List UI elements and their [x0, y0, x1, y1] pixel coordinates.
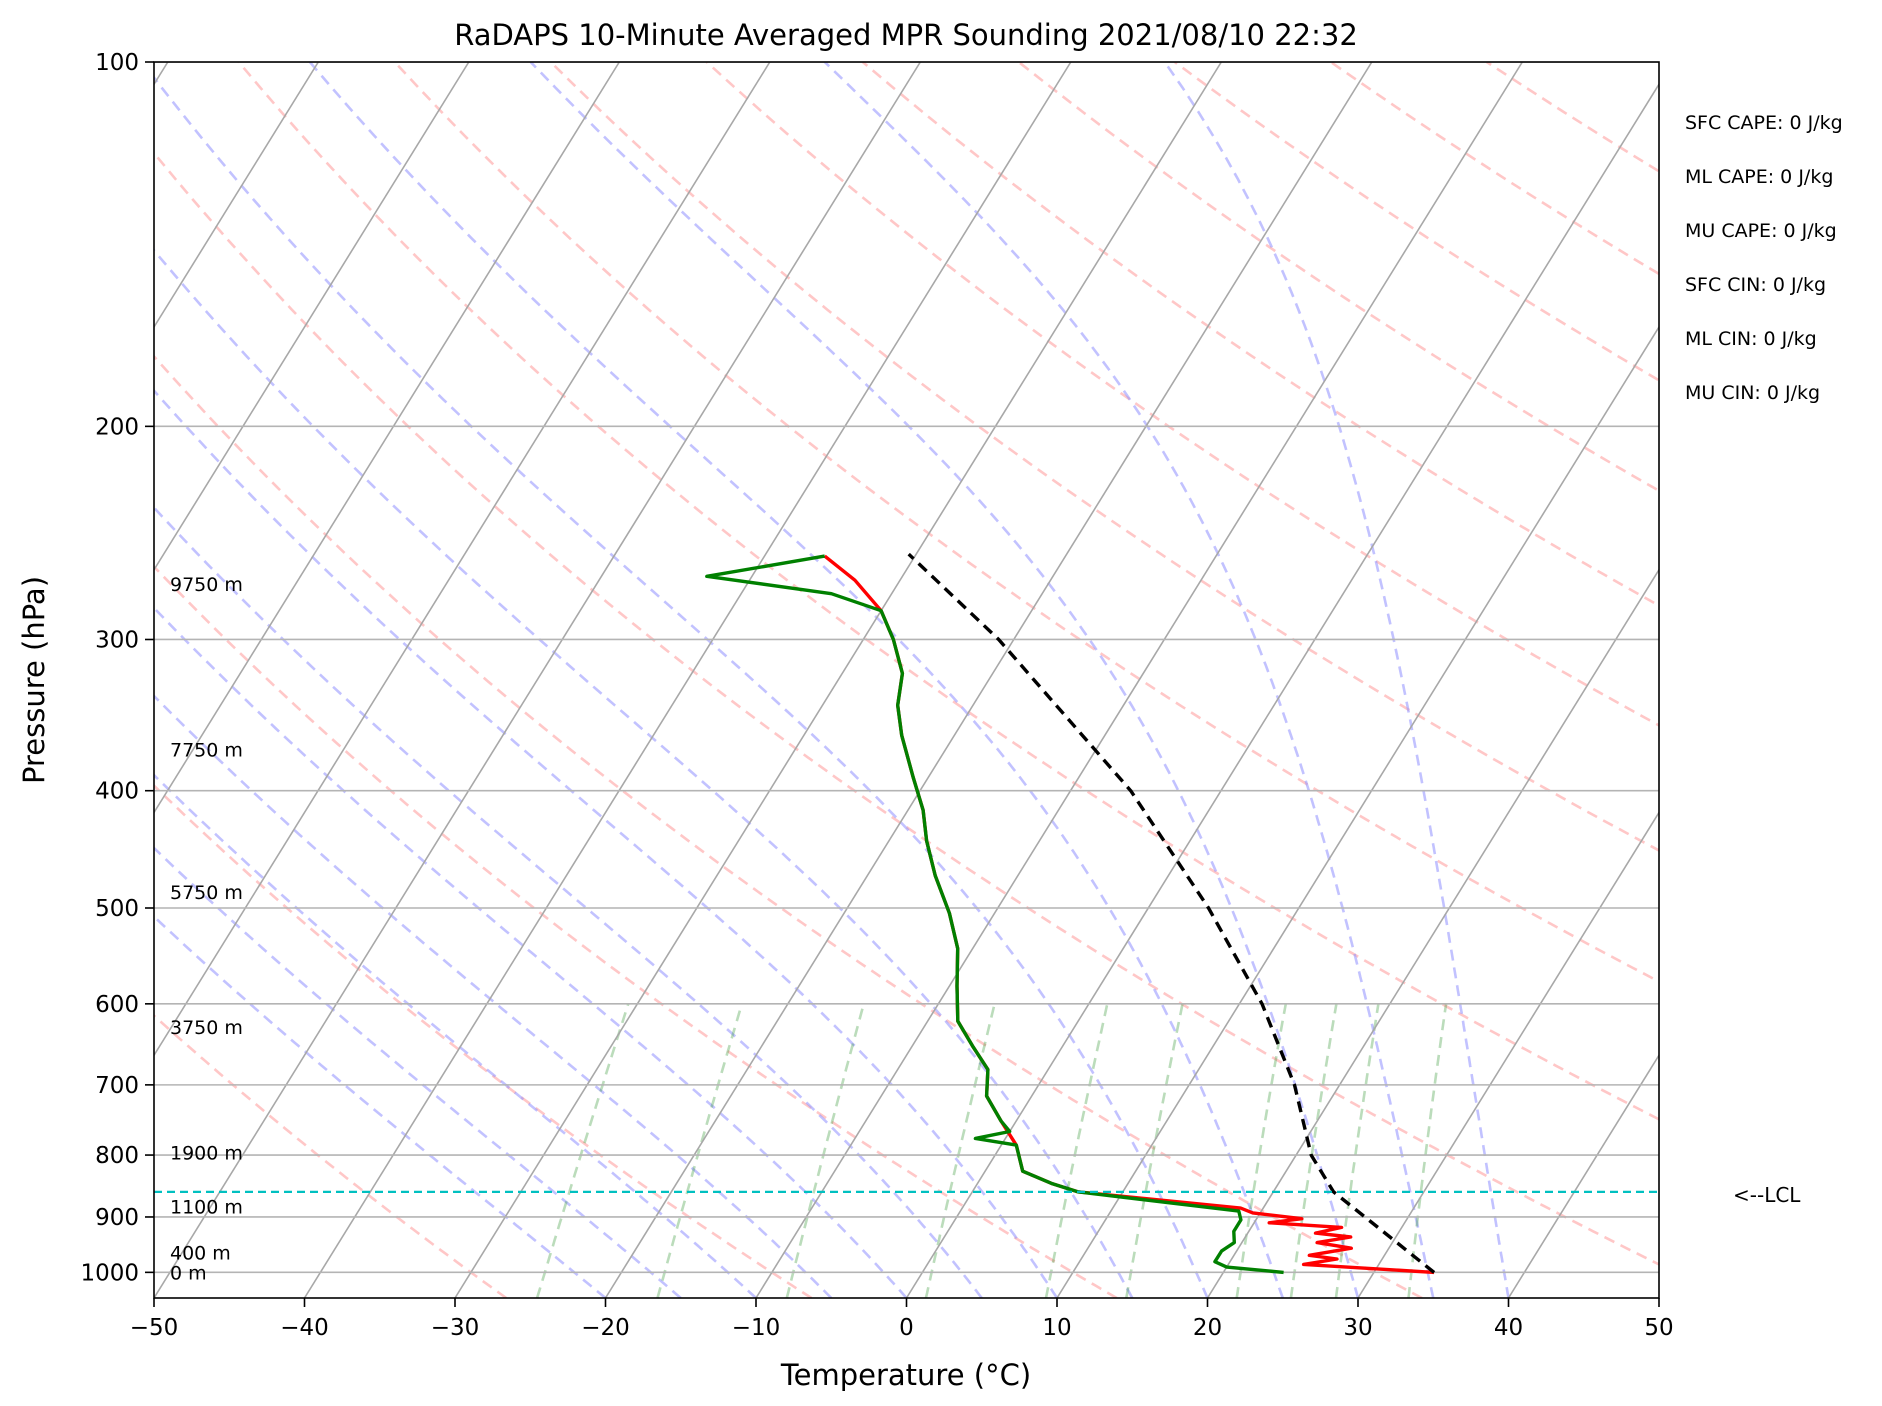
y-tick-label: 600	[95, 992, 139, 1018]
height-label: 0 m	[170, 1262, 207, 1284]
mixing-ratio-line	[1289, 1003, 1338, 1298]
isotherm	[154, 62, 921, 1298]
moist-adiabat	[154, 75, 1209, 1298]
axes-layer: −50 −40 −30 −20 −10 0 10 20 30 40 50 100 200 300 400 50…	[80, 50, 1673, 1341]
moist-adiabat	[154, 505, 983, 1298]
y-tick-label: 900	[95, 1205, 139, 1231]
moist-adiabat	[154, 914, 607, 1298]
dry-adiabat	[154, 354, 1423, 1298]
x-tick-label: −20	[581, 1315, 630, 1341]
moist-adiabat	[529, 62, 1360, 1298]
isotherm	[154, 62, 620, 815]
index-value: MU CIN: 0 J/kg	[1685, 382, 1820, 404]
moist-adiabat	[154, 388, 1059, 1298]
height-label: 5750 m	[170, 882, 243, 904]
x-tick-label: 0	[899, 1315, 914, 1341]
lcl-label: <--LCL	[1733, 1183, 1801, 1207]
x-tick-label: 40	[1494, 1315, 1523, 1341]
x-tick-label: −10	[732, 1315, 781, 1341]
y-tick-label: 700	[95, 1073, 139, 1099]
x-axis-label: Temperature (°C)	[780, 1358, 1031, 1392]
isotherm	[154, 62, 319, 329]
height-label: 1900 m	[170, 1142, 243, 1164]
isotherm	[604, 62, 1373, 1298]
isotherm	[303, 62, 1072, 1298]
index-value: MU CAPE: 0 J/kg	[1685, 220, 1837, 242]
parcel-profile-line	[907, 552, 1436, 1274]
y-tick-label: 500	[95, 896, 139, 922]
isotherm	[1357, 810, 1659, 1298]
mixing-ratio-line	[656, 1003, 744, 1298]
mixing-ratio-line	[924, 1003, 996, 1298]
mixing-ratio-line	[1235, 1003, 1288, 1298]
x-tick-label: 50	[1644, 1315, 1673, 1341]
mixing-ratio-line	[1044, 1003, 1109, 1298]
isotherm	[905, 82, 1659, 1298]
dry-adiabat	[237, 62, 1659, 1121]
x-tick-label: 20	[1193, 1315, 1222, 1341]
moist-adiabat	[823, 62, 1435, 1298]
height-label: 9750 m	[170, 574, 243, 596]
moist-adiabat	[154, 606, 908, 1298]
x-tick-label: 10	[1042, 1315, 1071, 1341]
chart-title: RaDAPS 10-Minute Averaged MPR Sounding 2…	[454, 18, 1358, 52]
mixing-ratio-line	[1334, 1003, 1380, 1298]
y-axis-label: Pressure (hPa)	[17, 576, 51, 784]
y-tick-label: 800	[95, 1143, 139, 1169]
y-tick-label: 200	[95, 414, 139, 440]
y-tick-label: 300	[95, 627, 139, 653]
height-label: 400 m	[170, 1243, 231, 1265]
index-value: ML CAPE: 0 J/kg	[1685, 166, 1833, 188]
x-tick-label: −50	[130, 1315, 179, 1341]
isotherm	[154, 62, 771, 1057]
dry-adiabat	[154, 1013, 508, 1298]
mixing-ratio-line	[535, 1003, 630, 1298]
series-layer	[154, 552, 1659, 1275]
mixing-ratio-line	[785, 1003, 866, 1298]
y-tick-label: 400	[95, 779, 139, 805]
y-tick-label: 1000	[80, 1260, 139, 1286]
x-tick-label: −30	[431, 1315, 480, 1341]
isotherm	[154, 62, 470, 572]
mixing-ratio-line	[1125, 1003, 1184, 1298]
index-value: SFC CIN: 0 J/kg	[1685, 274, 1826, 296]
isotherm	[454, 62, 1222, 1298]
index-value: SFC CAPE: 0 J/kg	[1685, 112, 1843, 134]
x-tick-label: 30	[1343, 1315, 1372, 1341]
index-value: ML CIN: 0 J/kg	[1685, 328, 1817, 350]
height-label: 3750 m	[170, 1017, 243, 1039]
y-tick-label: 100	[95, 50, 139, 76]
dewpoint-profile-line	[705, 554, 1284, 1275]
dry-adiabat	[154, 783, 813, 1298]
x-tick-label: −40	[280, 1315, 329, 1341]
isotherm	[1056, 325, 1659, 1298]
height-label: 1100 m	[170, 1196, 243, 1218]
moist-adiabat	[154, 248, 1134, 1298]
dry-adiabat	[154, 564, 1118, 1298]
mixing-ratio-line	[1407, 1003, 1448, 1298]
dry-adiabat	[154, 150, 1659, 1266]
isotherm	[1507, 1053, 1659, 1298]
moist-adiabat	[154, 846, 682, 1298]
height-label: 7750 m	[170, 740, 243, 762]
isotherm	[755, 62, 1523, 1298]
isotherm	[1206, 568, 1659, 1298]
annotation-layer: <--LCL 9750 m 7750 m 5750 m 3750 m 1900 m 1100…	[170, 112, 1843, 1284]
